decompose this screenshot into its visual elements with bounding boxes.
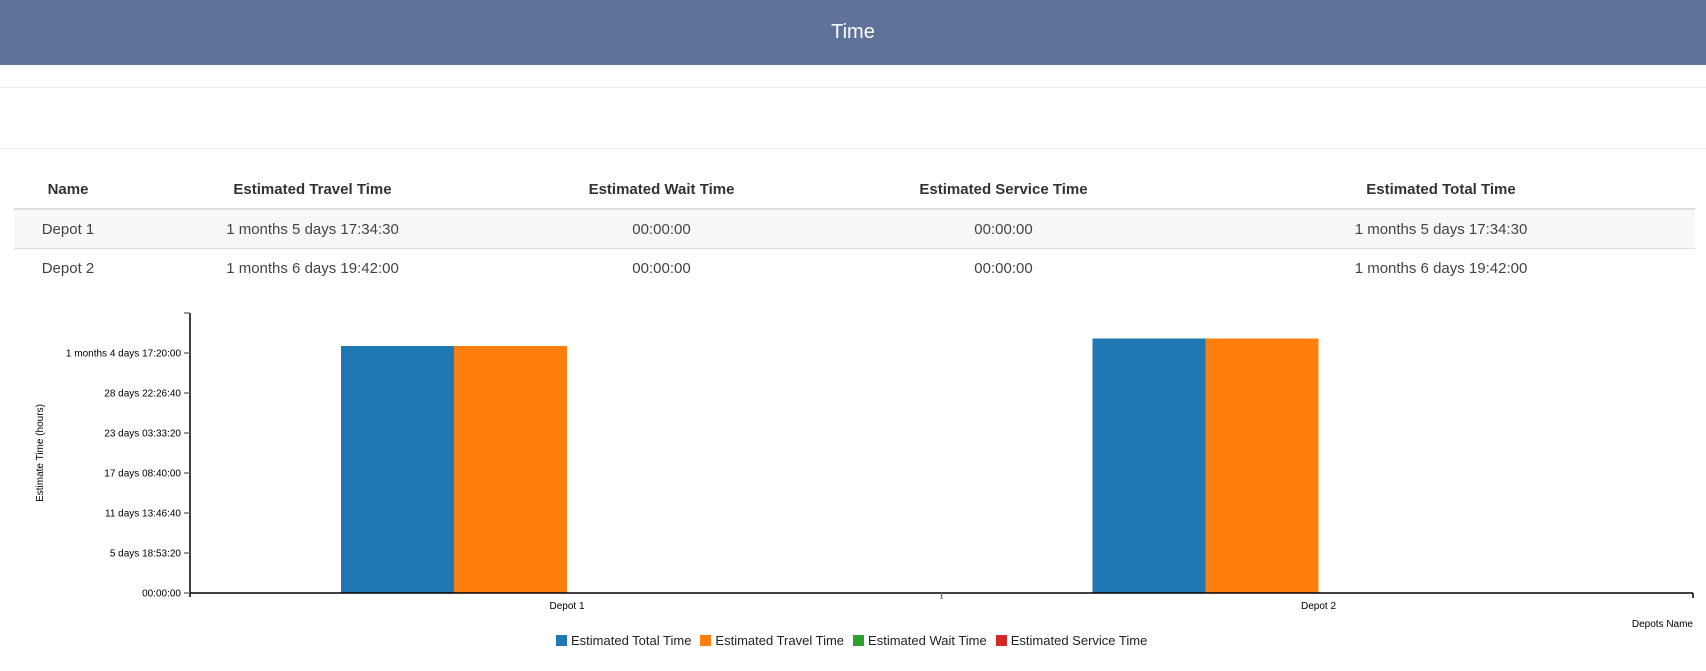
cell-wait-time: 00:00:00 (503, 209, 820, 249)
bars (341, 338, 1319, 593)
y-tick-label: 5 days 18:53:20 (110, 549, 182, 560)
column-header-service-time[interactable]: Estimated Service Time (820, 170, 1187, 210)
legend-swatch-wait (853, 635, 865, 646)
y-axis-label: Estimate Time (hours) (35, 404, 46, 502)
y-tick-label: 28 days 22:26:40 (104, 389, 181, 400)
y-tick-label: 11 days 13:46:40 (105, 509, 181, 520)
legend-label: Estimated Wait Time (868, 633, 987, 648)
bar-estimated-total-time[interactable] (1092, 338, 1206, 593)
page-header: Time (0, 0, 1706, 65)
bar-estimated-total-time[interactable] (341, 346, 454, 593)
cell-travel-time: 1 months 5 days 17:34:30 (122, 209, 503, 249)
y-tick-label: 1 months 4 days 17:20:00 (66, 349, 182, 360)
x-tick-label: Depot 1 (549, 601, 584, 612)
x-axis: Depot 1 Depot 2 (190, 592, 1694, 612)
bar-estimated-travel-time[interactable] (454, 346, 567, 593)
bar-estimated-travel-time[interactable] (1205, 338, 1319, 593)
column-header-wait-time[interactable]: Estimated Wait Time (503, 170, 820, 210)
x-tick-label: Depot 2 (1301, 601, 1336, 612)
legend-item-travel[interactable]: Estimated Travel Time (700, 633, 844, 648)
y-tick-label: 00:00:00 (142, 589, 181, 600)
cell-name: Depot 2 (41, 259, 95, 277)
legend-swatch-travel (700, 635, 712, 646)
cell-total-time: 1 months 5 days 17:34:30 (1187, 209, 1695, 249)
cell-wait-time: 00:00:00 (632, 259, 691, 277)
y-tick-label: 17 days 08:40:00 (104, 469, 181, 480)
legend-item-service[interactable]: Estimated Service Time (995, 633, 1148, 648)
legend-item-wait[interactable]: Estimated Wait Time (853, 633, 987, 648)
cell-name: Depot 1 (14, 209, 122, 249)
table-row: Depot 2 1 months 6 days 19:42:00 00:00:0… (14, 249, 1695, 288)
legend-label: Estimated Service Time (1010, 633, 1148, 648)
table-header-row: Name Estimated Travel Time Estimated Wai… (14, 170, 1695, 210)
y-tick-label: 23 days 03:33:20 (104, 429, 181, 440)
legend-swatch-total (556, 635, 567, 646)
legend-label: Estimated Travel Time (715, 633, 845, 648)
cell-service-time: 00:00:00 (820, 209, 1187, 249)
column-header-total-time[interactable]: Estimated Total Time (1187, 170, 1695, 210)
table-row: Depot 1 1 months 5 days 17:34:30 00:00:0… (14, 209, 1695, 249)
legend-item-total[interactable]: Estimated Total Time (556, 633, 691, 648)
column-header-name[interactable]: Name (14, 170, 122, 210)
cell-total-time: 1 months 6 days 19:42:00 (1354, 259, 1528, 277)
divider (0, 148, 1706, 149)
time-bar-chart: 00:00:00 5 days 18:53:20 11 days 13:46:40 1… (0, 300, 1706, 671)
chart-canvas: 00:00:00 5 days 18:53:20 11 days 13:46:40 1… (35, 312, 1694, 630)
time-table: Name Estimated Travel Time Estimated Wai… (14, 170, 1695, 287)
legend-swatch-service (995, 635, 1007, 646)
divider (0, 87, 1706, 88)
page-title: Time (831, 21, 875, 43)
x-axis-label: Depots Name (1632, 619, 1694, 630)
column-header-travel-time[interactable]: Estimated Travel Time (122, 170, 503, 210)
y-axis: 00:00:00 5 days 18:53:20 11 days 13:46:40 1… (66, 312, 191, 600)
legend-label: Estimated Total Time (571, 633, 692, 648)
chart-legend: Estimated Total Time Estimated Travel Ti… (556, 633, 1156, 648)
cell-service-time: 00:00:00 (974, 259, 1033, 277)
cell-travel-time: 1 months 6 days 19:42:00 (226, 259, 399, 277)
